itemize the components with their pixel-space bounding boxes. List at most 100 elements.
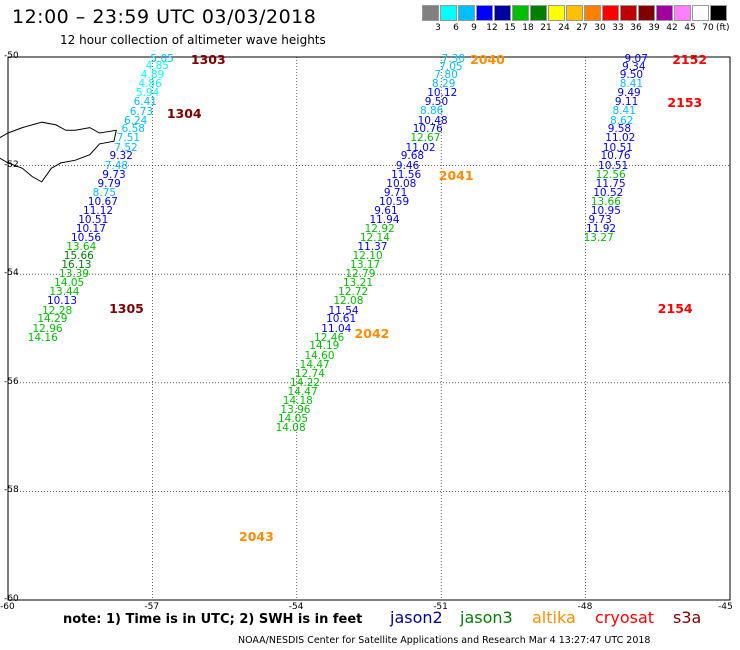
longitude-label: -54	[288, 602, 304, 612]
wave-height-value: 9.50	[619, 68, 644, 81]
pass-time-label: 2153	[667, 95, 703, 111]
scale-label: 18	[522, 23, 534, 33]
wave-height-value: 10.95	[590, 204, 621, 217]
wave-height-value: 5.94	[135, 87, 160, 100]
longitude-label: -45	[718, 602, 733, 612]
map-subtitle: 12 hour collection of altimeter wave hei…	[60, 33, 326, 47]
wave-height-value: 14.05	[277, 413, 309, 426]
wave-height-value: 9.11	[614, 96, 639, 109]
wave-height-value: 13.21	[342, 277, 374, 290]
legend-jason2: jason2	[390, 608, 443, 627]
wave-height-value: 8.41	[619, 78, 644, 91]
scale-label: 12	[486, 23, 498, 33]
wave-height-value: 12.72	[338, 286, 369, 299]
scale-swatch	[548, 5, 565, 21]
wave-height-value: 14.29	[37, 313, 68, 326]
wave-height-value: 8.62	[610, 114, 634, 127]
scale-label: 70	[702, 23, 714, 33]
wave-height-value: 9.71	[383, 186, 408, 199]
scale-swatch	[638, 5, 655, 21]
scale-label: 3	[435, 23, 441, 33]
scale-swatch	[530, 5, 547, 21]
scale-label: 45	[684, 23, 696, 33]
scale-label: 36	[630, 23, 642, 33]
wave-height-value: 14.05	[54, 277, 85, 290]
longitude-label: -57	[144, 602, 160, 612]
wave-height-value: 6.24	[123, 114, 148, 127]
wave-height-value: 12.74	[294, 367, 325, 380]
wave-height-value: 13.64	[66, 241, 97, 254]
wave-height-value: 13.66	[590, 195, 621, 208]
scale-label: 39	[648, 23, 660, 33]
wave-height-value: 12.46	[314, 331, 345, 344]
wave-height-value: 14.47	[287, 386, 318, 399]
wave-height-value: 4.86	[138, 78, 162, 91]
wave-height-value: 9.34	[622, 60, 646, 73]
wave-height-value: 9.79	[97, 177, 121, 190]
wave-height-value: 11.54	[328, 304, 359, 317]
wave-height-value: 9.68	[400, 150, 425, 163]
latitude-label: -54	[4, 268, 19, 279]
wave-height-value: 14.16	[27, 331, 58, 344]
latitude-label: -50	[4, 51, 19, 61]
wave-height-value: 10.13	[46, 295, 77, 308]
wave-height-value: 10.59	[379, 195, 410, 208]
scale-swatch	[458, 5, 475, 21]
wave-height-value: 11.02	[405, 141, 436, 154]
falkland-islands-coastline	[0, 121, 117, 183]
pass-time-label: 2043	[239, 529, 274, 545]
wave-height-value: 9.61	[374, 204, 398, 217]
legend-s3a: s3a	[673, 608, 702, 627]
scale-unit: (ft)	[716, 23, 730, 33]
wave-height-value: 11.56	[391, 168, 422, 181]
wave-height-value: 12.10	[352, 250, 383, 263]
wave-height-value: 8.29	[432, 78, 456, 91]
longitude-label: -51	[433, 602, 448, 612]
wave-height-value: 8.41	[612, 105, 636, 118]
wave-height-value: 7.05	[439, 60, 463, 73]
wave-height-value: 9.46	[395, 159, 420, 172]
wave-height-value: 15.66	[63, 250, 94, 263]
scale-swatch	[476, 5, 493, 21]
wave-height-value: 14.47	[299, 358, 330, 371]
wave-height-value: 10.56	[71, 231, 102, 244]
wave-height-value: 13.96	[280, 403, 311, 416]
wave-height-value: 10.61	[326, 313, 357, 326]
scale-swatch	[656, 5, 673, 21]
wave-height-value: 11.92	[586, 223, 617, 236]
wave-height-value: 14.19	[309, 340, 340, 353]
wave-height-value: 10.08	[386, 177, 417, 190]
wave-height-value: 10.48	[417, 114, 448, 127]
wave-height-value: 10.67	[87, 195, 118, 208]
wave-height-value: 9.49	[617, 87, 641, 100]
wave-height-value: 10.51	[78, 213, 109, 226]
wave-height-value: 6.58	[121, 123, 145, 136]
scale-swatch	[512, 5, 529, 21]
scale-label: 21	[540, 23, 552, 33]
wave-height-value: 10.12	[427, 87, 458, 100]
wave-height-value: 7.52	[114, 141, 138, 154]
latitude-label: -60	[4, 594, 19, 604]
scale-label: 9	[471, 23, 477, 33]
wave-height-value: 7.80	[434, 68, 458, 81]
scale-swatch	[566, 5, 583, 21]
wave-height-value: 11.75	[595, 177, 626, 190]
scale-swatch	[620, 5, 637, 21]
wave-height-value: 14.22	[290, 376, 321, 389]
pass-time-label: 2152	[672, 51, 708, 67]
wave-height-value: 13.39	[58, 268, 90, 281]
wave-height-value: 10.76	[412, 123, 443, 136]
wave-height-value: 12.28	[42, 304, 73, 317]
scale-swatch	[584, 5, 601, 21]
longitude-label: -60	[0, 602, 15, 612]
scale-swatch	[692, 5, 709, 21]
wave-height-value: 12.67	[410, 132, 441, 145]
scale-label: 42	[666, 23, 678, 33]
wave-height-value: 16.13	[61, 258, 92, 271]
pass-time-label: 1303	[190, 51, 226, 67]
wave-height-value: 14.60	[304, 349, 335, 362]
wave-height-value: 9.73	[102, 168, 126, 181]
footnote: note: 1) Time is in UTC; 2) SWH is in fe…	[63, 612, 363, 627]
